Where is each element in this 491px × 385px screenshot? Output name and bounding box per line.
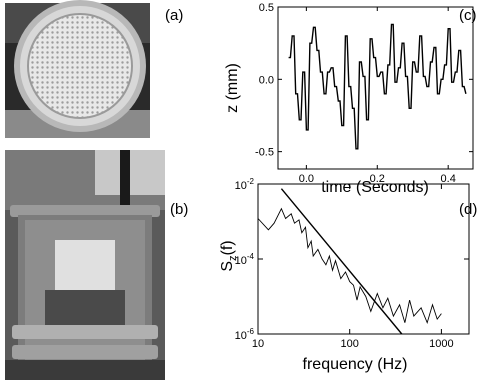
- x-tick-label-d: 100: [341, 338, 359, 350]
- y-label-main: S: [219, 261, 236, 272]
- time-series-plot: 0.0 0.2 0.4 -0.5 0.0 0.5 time (Seconds) z (mm…: [224, 2, 474, 196]
- y-tick-label-d: 10-4: [235, 252, 255, 267]
- y-tick-label-c: 0.5: [259, 2, 274, 14]
- y-axis-label-c: z (mm): [224, 63, 241, 113]
- y-label-tail: (f): [219, 240, 236, 255]
- panel-label-a: (a): [165, 7, 183, 24]
- panel-label-b: (b): [170, 201, 188, 218]
- power-spectrum-plot: 10 100 1000 10-6 10-4 10-2 frequency (Hz) Sz(…: [219, 177, 470, 373]
- y-tick-label-d: 10-6: [235, 327, 255, 342]
- x-tick-label-c: 0.2: [370, 173, 385, 185]
- axes-frame-c: [277, 6, 474, 170]
- spectrum-trace: [257, 207, 442, 325]
- photo-a: [5, 0, 150, 138]
- panel-label-d: (d): [459, 201, 477, 218]
- axes-frame-d: [257, 183, 470, 335]
- y-tick-label-c: -0.5: [255, 147, 274, 159]
- x-tick-label-d: 1000: [429, 338, 453, 350]
- displacement-trace: [288, 23, 467, 150]
- photo-b: [5, 150, 165, 380]
- y-tick-label-d: 10-2: [235, 177, 255, 192]
- y-axis-label-d: Sz(f): [219, 240, 239, 271]
- x-axis-label-c: time (Seconds): [321, 179, 429, 196]
- panel-label-c: (c): [459, 7, 477, 24]
- x-tick-label-c: 0.0: [299, 173, 314, 185]
- x-tick-label-c: 0.4: [441, 173, 456, 185]
- power-law-fit-line: [280, 188, 403, 335]
- y-label-sub: z: [227, 255, 239, 261]
- y-tick-label-c: 0.0: [259, 74, 274, 86]
- x-tick-label-d: 10: [252, 338, 264, 350]
- x-axis-label-d: frequency (Hz): [303, 356, 408, 373]
